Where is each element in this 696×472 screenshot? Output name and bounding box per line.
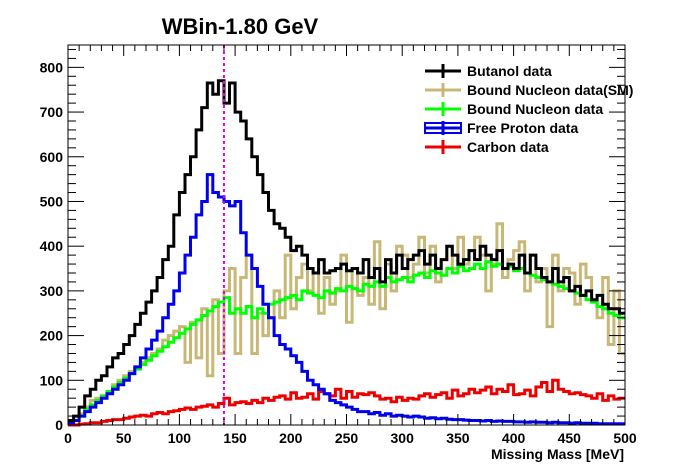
chart-title: WBin-1.80 GeV <box>162 14 319 39</box>
x-tick-label: 400 <box>502 430 526 446</box>
x-tick-label: 350 <box>446 430 470 446</box>
legend-label: Carbon data <box>467 139 549 155</box>
legend-label: Butanol data <box>467 63 552 79</box>
y-tick-label: 100 <box>40 372 64 388</box>
x-tick-label: 300 <box>391 430 415 446</box>
series-carbon-data <box>68 378 625 427</box>
legend: Butanol data Bound Nucleon data(SM) Bound … <box>424 63 633 155</box>
legend-item: Bound Nucleon data <box>425 101 603 117</box>
series-butanol-data <box>68 79 625 422</box>
y-tick-label: 700 <box>40 104 64 120</box>
x-tick-label: 50 <box>116 430 132 446</box>
series-bound-nucleon-data <box>68 260 625 425</box>
legend-label: Bound Nucleon data(SM) <box>467 82 633 98</box>
x-axis-label: Missing Mass [MeV] <box>491 446 624 462</box>
legend-item: Butanol data <box>425 63 552 79</box>
legend-label: Free Proton data <box>467 120 578 136</box>
axes-layer: 0 50 100 150 200 250 300 350 400 450 500 0 100 200 300… <box>40 44 637 446</box>
y-tick-label: 400 <box>40 238 64 254</box>
y-tick-label: 0 <box>55 417 63 433</box>
x-tick-label: 500 <box>613 430 637 446</box>
x-tick-label: 150 <box>223 430 247 446</box>
y-tick-label: 600 <box>40 149 64 165</box>
x-tick-label: 0 <box>64 430 72 446</box>
y-tick-label: 800 <box>40 59 64 75</box>
x-tick-label: 200 <box>279 430 303 446</box>
x-tick-label: 250 <box>335 430 359 446</box>
y-tick-label: 300 <box>40 283 64 299</box>
legend-item: Free Proton data <box>424 120 578 136</box>
y-tick-label: 200 <box>40 328 64 344</box>
y-tick-label: 500 <box>40 193 64 209</box>
legend-item: Carbon data <box>425 139 549 155</box>
legend-item: Bound Nucleon data(SM) <box>425 82 633 98</box>
x-tick-label: 100 <box>168 430 192 446</box>
legend-label: Bound Nucleon data <box>467 101 603 117</box>
x-tick-label: 450 <box>558 430 582 446</box>
